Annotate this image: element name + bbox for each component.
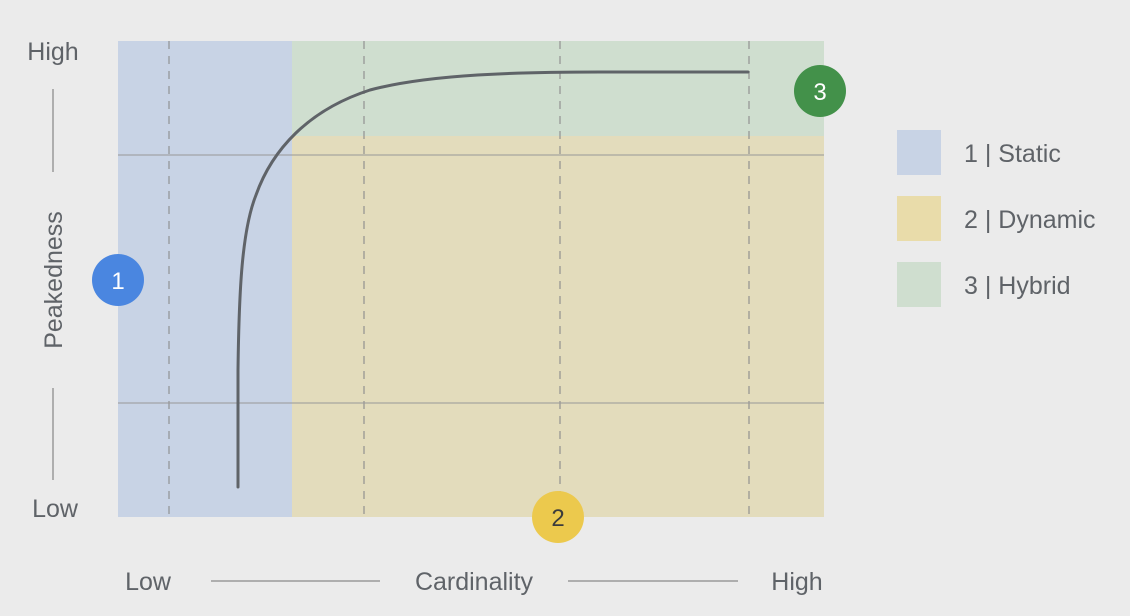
legend-swatch-hybrid	[897, 262, 941, 307]
peakedness-curve	[236, 70, 750, 489]
zone-static-region	[118, 41, 292, 517]
zone-1-badge-circle	[92, 254, 144, 306]
y-axis-high-label: High	[27, 38, 78, 66]
x-axis-high-label: High	[771, 568, 822, 596]
zone-3-badge-circle	[794, 65, 846, 117]
legend-label-hybrid: 3 | Hybrid	[964, 272, 1071, 300]
zone-2-badge: 2	[532, 491, 584, 543]
legend-swatch-static	[897, 130, 941, 175]
grid	[118, 41, 824, 517]
y-axis-title: Peakedness	[40, 211, 68, 349]
zone-2-badge-number: 2	[551, 505, 564, 532]
zone-1-badge: 1	[92, 254, 144, 306]
x-axis-low-label: Low	[125, 568, 172, 596]
zone-dynamic-region	[292, 136, 824, 517]
legend-label-static: 1 | Static	[964, 140, 1061, 168]
legend-swatch-dynamic	[897, 196, 941, 241]
zone-3-badge-number: 3	[813, 79, 826, 106]
legend: 1 | Static 2 | Dynamic 3 | Hybrid	[897, 130, 1096, 307]
y-axis-low-label: Low	[32, 495, 79, 523]
zone-2-badge-circle	[532, 491, 584, 543]
zone-1-badge-number: 1	[111, 268, 124, 295]
legend-label-dynamic: 2 | Dynamic	[964, 206, 1096, 234]
x-axis-title: Cardinality	[415, 568, 534, 596]
zone-3-badge: 3	[794, 65, 846, 117]
